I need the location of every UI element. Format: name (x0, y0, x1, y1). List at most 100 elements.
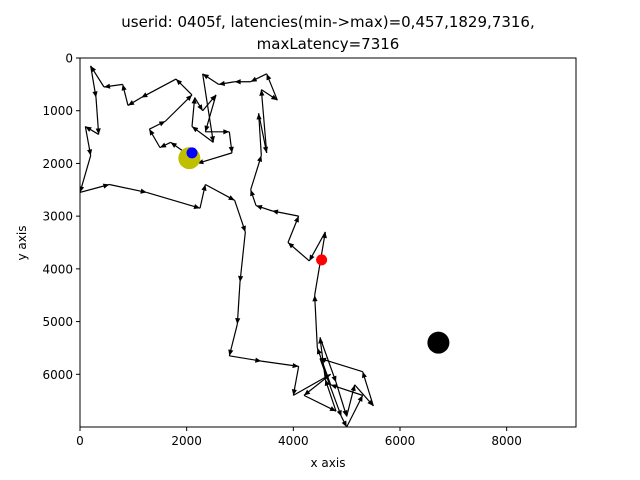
path-segment (109, 183, 147, 194)
path-arrowhead (329, 406, 336, 412)
path-segment (260, 89, 268, 153)
path-arrowhead (309, 254, 315, 261)
path-segment (258, 113, 262, 156)
path-segment (319, 337, 337, 383)
path-segment (293, 373, 331, 396)
path-arrowhead (240, 225, 246, 232)
target-marker (427, 331, 450, 354)
path-segment (204, 94, 217, 132)
path-arrowhead (218, 80, 226, 86)
path-arrowhead (361, 371, 367, 379)
path-arrowhead (193, 204, 200, 210)
path-segment (258, 113, 268, 154)
path-arrowhead (192, 126, 199, 133)
path-arrowhead (176, 79, 183, 86)
x-tick-label: 4000 (278, 434, 309, 448)
x-tick-label: 0 (76, 434, 84, 448)
chart-title-line2: maxLatency=7316 (257, 35, 400, 53)
pointer-marker (316, 254, 328, 266)
path-arrowhead (140, 188, 147, 194)
path-arrowhead (262, 146, 269, 153)
y-tick-label: 1000 (42, 104, 73, 118)
plot-frame (79, 57, 577, 428)
path-arrowhead (204, 125, 210, 132)
path-arrowhead (85, 126, 92, 132)
path-segment (141, 78, 177, 99)
path-arrowhead (291, 389, 297, 396)
path-arrowhead (95, 128, 101, 135)
path-segment (314, 295, 318, 348)
path-arrowhead (341, 420, 347, 427)
path-arrowhead (158, 121, 166, 127)
path-arrowhead (149, 129, 155, 136)
path-arrowhead (250, 76, 258, 82)
path-arrowhead (201, 184, 207, 191)
x-tick-label: 2000 (171, 434, 202, 448)
y-tick-label: 4000 (42, 262, 73, 276)
path-arrowhead (160, 142, 167, 148)
x-axis-label: x axis (311, 456, 346, 470)
path-arrowhead (331, 375, 337, 383)
path-arrowhead (250, 189, 256, 197)
path-arrowhead (141, 92, 148, 98)
path-arrowhead (197, 104, 203, 111)
y-axis-label: y axis (15, 226, 29, 261)
y-tick-label: 6000 (42, 368, 73, 382)
path-arrowhead (254, 357, 262, 363)
current-marker (186, 147, 198, 159)
path-arrowhead (257, 155, 263, 163)
path-segment (146, 191, 201, 209)
path-arrowhead (288, 242, 295, 249)
path-arrowhead (202, 73, 210, 80)
path-arrowhead (80, 186, 85, 193)
path-arrowhead (121, 84, 127, 91)
y-tick-label: 5000 (42, 315, 73, 329)
x-tick-label: 8000 (491, 434, 522, 448)
path-arrowhead (272, 209, 279, 215)
path-arrowhead (102, 183, 110, 189)
path-segment (319, 358, 342, 417)
path-arrowhead (128, 100, 135, 106)
path-segment (95, 97, 100, 135)
path-arrowhead (238, 275, 244, 283)
path-segment (316, 347, 332, 386)
x-tick-label: 6000 (385, 434, 416, 448)
y-tick-label: 3000 (42, 210, 73, 224)
path-arrowhead (312, 295, 318, 302)
path-arrowhead (270, 94, 278, 101)
path-arrowhead (304, 389, 311, 396)
path-segment (197, 152, 233, 165)
path-arrowhead (324, 379, 330, 387)
path-segment (164, 94, 193, 122)
y-tick-label: 2000 (42, 157, 73, 171)
path-arrowhead (209, 136, 215, 143)
path-segment (236, 281, 241, 325)
path-arrowhead (223, 129, 230, 135)
path-arrowhead (330, 384, 338, 390)
path-arrowhead (92, 91, 98, 98)
path-segment (261, 360, 299, 367)
path-arrowhead (185, 94, 192, 101)
y-axis: 0 1000 2000 3000 4000 5000 6000 (42, 52, 80, 382)
x-axis: 0 2000 4000 6000 8000 (76, 427, 522, 448)
path-arrowhead (87, 149, 93, 156)
path-arrowhead (170, 142, 178, 148)
path-arrowhead (294, 216, 299, 223)
path-segment (202, 73, 214, 143)
chart-title-line1: userid: 0405f, latencies(min->max)=0,457… (121, 13, 534, 31)
y-tick-label: 0 (65, 52, 73, 66)
path-arrowhead (292, 362, 299, 369)
path-segment (319, 357, 363, 373)
path-arrowhead (316, 347, 322, 355)
path-arrowhead (342, 409, 348, 417)
path-arrowhead (336, 409, 342, 417)
path-arrowhead (357, 395, 363, 402)
path-arrowhead (367, 399, 374, 406)
path-segment (239, 231, 246, 283)
path-arrowhead (234, 79, 241, 85)
plot-area (80, 65, 450, 427)
path-arrowhead (228, 146, 234, 153)
path-arrowhead (228, 195, 235, 201)
path-arrowhead (266, 73, 272, 81)
